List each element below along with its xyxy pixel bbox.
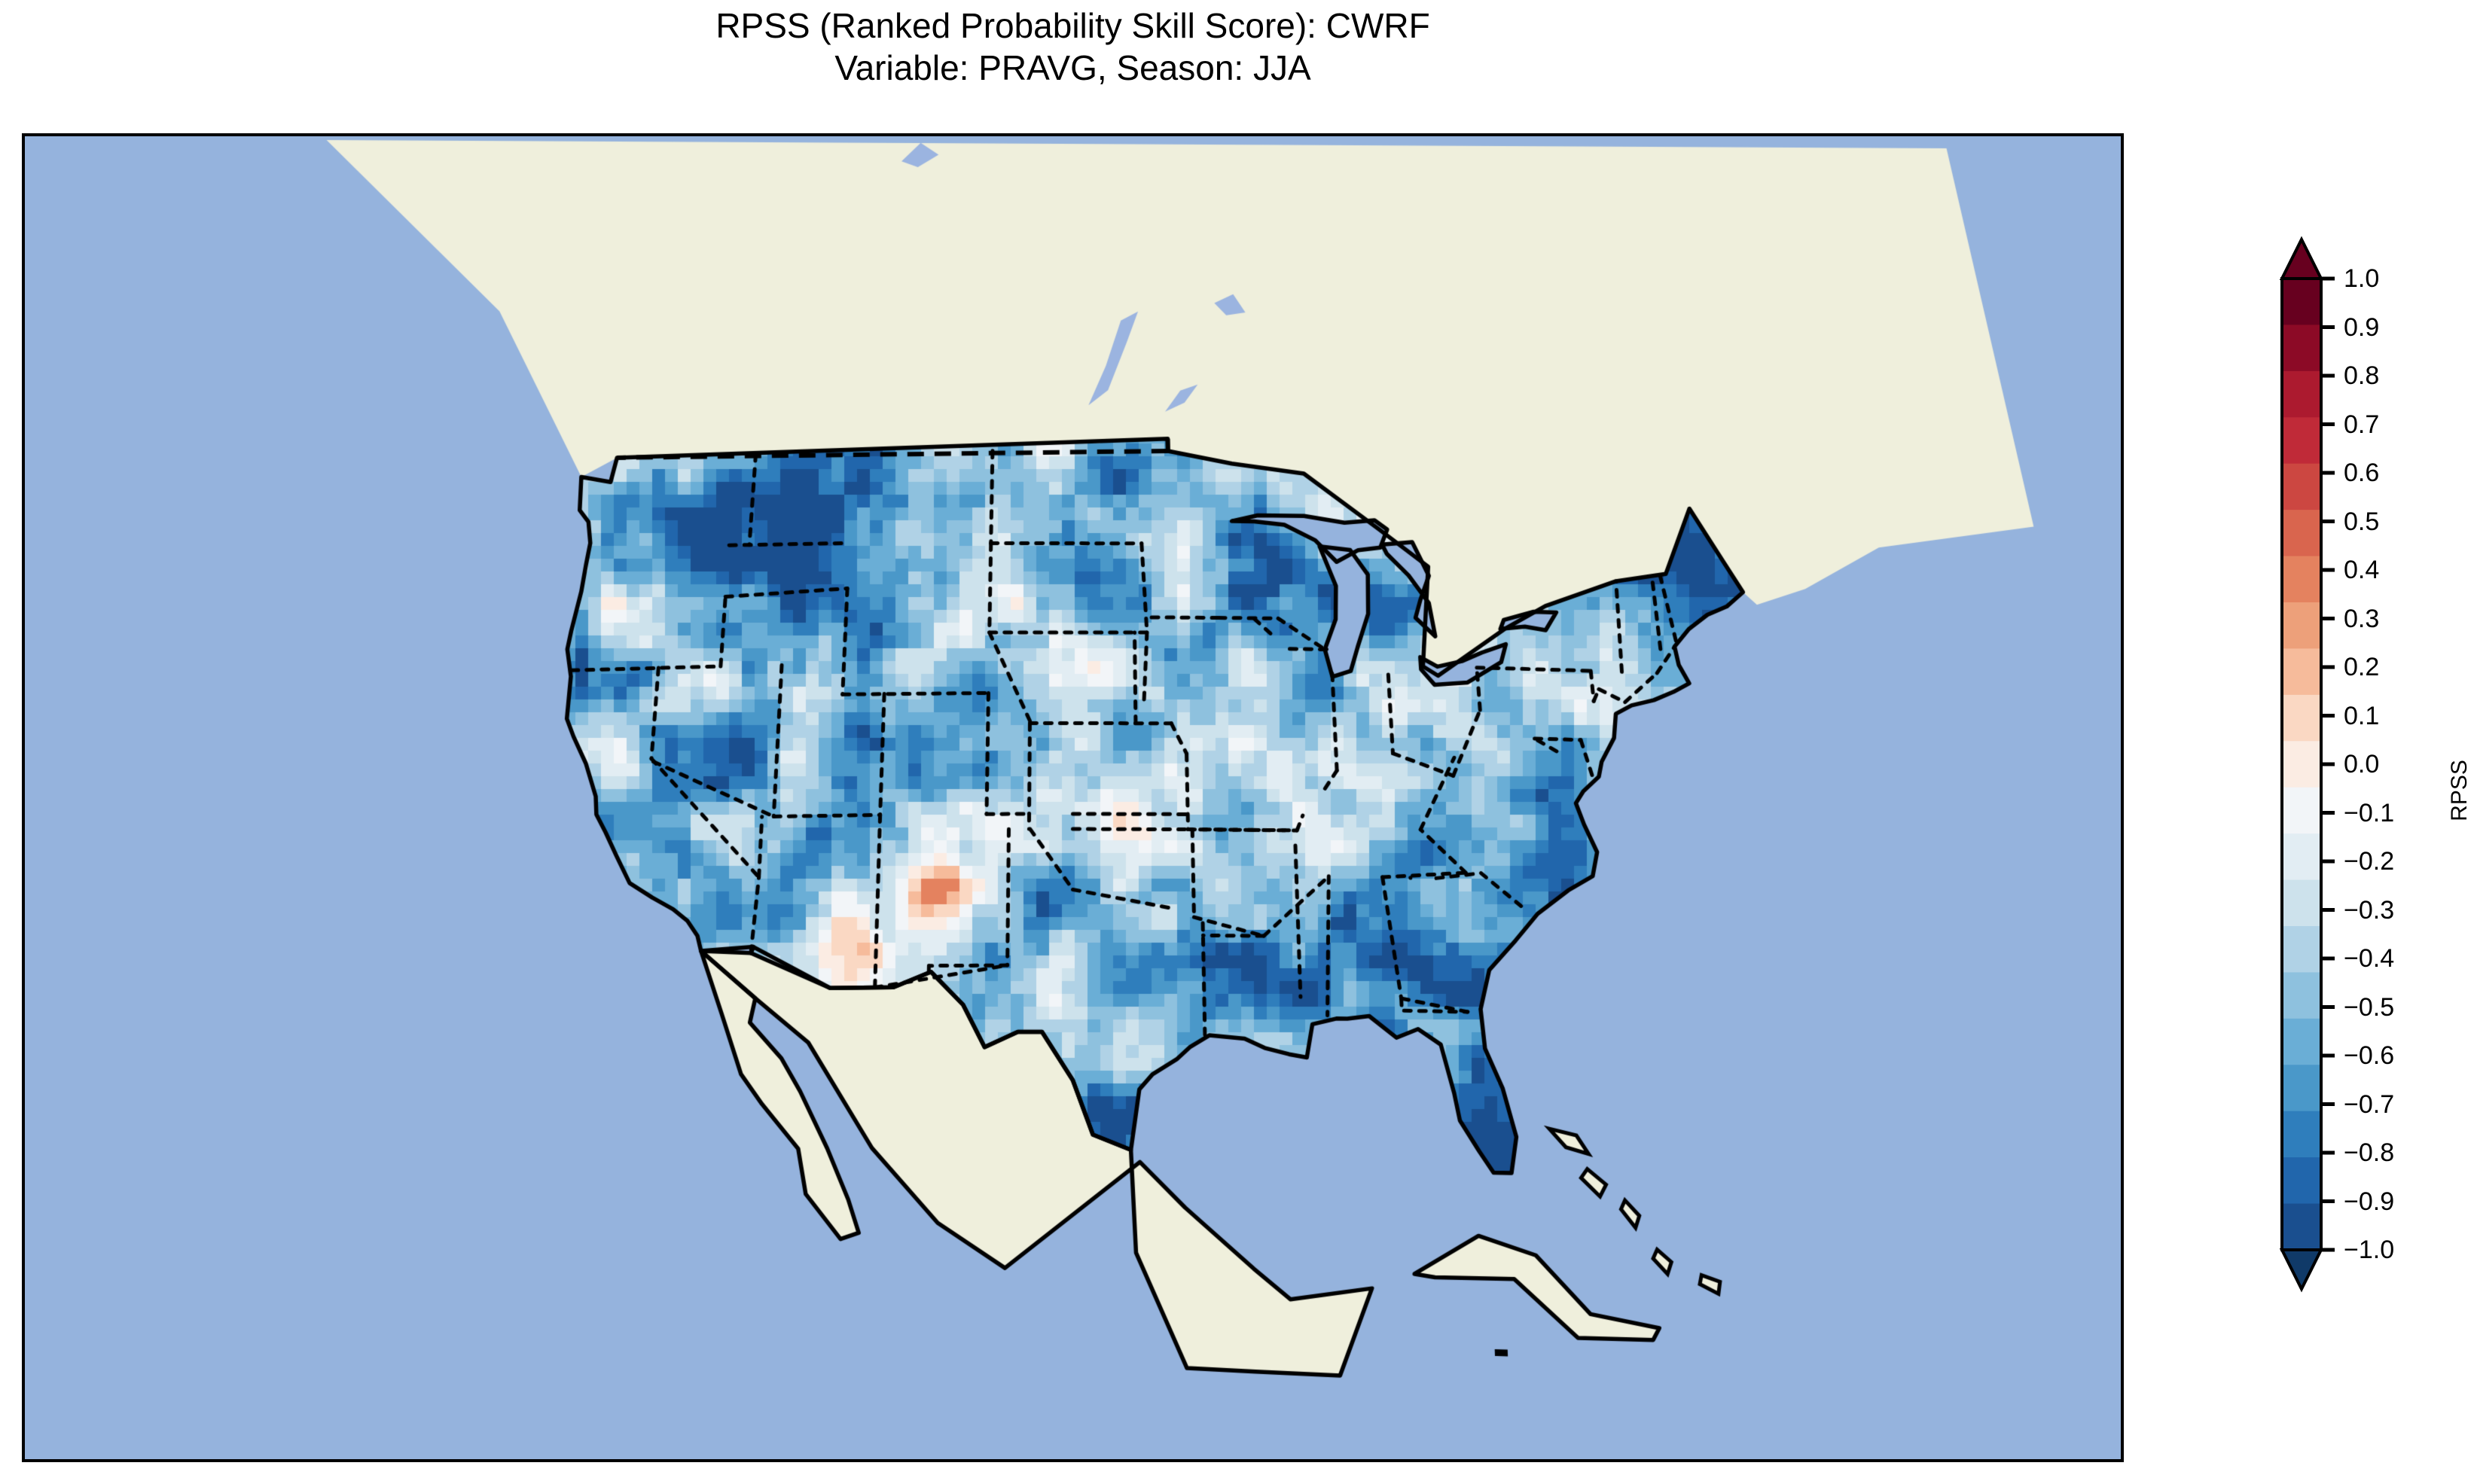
- colorbar-band: [2282, 325, 2321, 372]
- colorbar[interactable]: RPSS 1.0 0.9 0.8 0.7 0.6 0.5 0.4 0.3 0.2 0.1 0.0 −0…: [2274, 218, 2474, 1363]
- colorbar-band: [2282, 972, 2321, 1019]
- colorbar-tick-label: −0.2: [2344, 847, 2395, 876]
- rpss-heatmap-canvas: [25, 136, 2121, 1459]
- colorbar-tick-label: −0.3: [2344, 895, 2395, 925]
- colorbar-band: [2282, 879, 2321, 927]
- colorbar-tick-label: 0.5: [2344, 507, 2380, 536]
- colorbar-band: [2282, 694, 2321, 742]
- colorbar-tick-label: 0.3: [2344, 604, 2380, 633]
- colorbar-band: [2282, 602, 2321, 650]
- colorbar-band: [2282, 1157, 2321, 1205]
- colorbar-tick-label: 0.9: [2344, 312, 2380, 342]
- colorbar-tick-label: −0.8: [2344, 1138, 2395, 1167]
- colorbar-tick-label: 0.7: [2344, 410, 2380, 439]
- colorbar-tick-label: −0.9: [2344, 1187, 2395, 1216]
- colorbar-tick-label: 0.1: [2344, 701, 2380, 730]
- colorbar-band: [2282, 1018, 2321, 1065]
- colorbar-band: [2282, 1111, 2321, 1158]
- colorbar-tick-label: 0.2: [2344, 653, 2380, 681]
- colorbar-tick-label: −0.6: [2344, 1041, 2395, 1070]
- figure-title: RPSS (Ranked Probability Skill Score): C…: [0, 5, 2146, 89]
- colorbar-tick-label: −1.0: [2344, 1236, 2395, 1264]
- colorbar-band: [2282, 787, 2321, 834]
- colorbar-band: [2282, 1065, 2321, 1112]
- colorbar-tick-label: −0.4: [2344, 944, 2395, 973]
- colorbar-tick-label: −0.7: [2344, 1089, 2395, 1119]
- colorbar-band: [2282, 417, 2321, 465]
- colorbar-band: [2282, 833, 2321, 881]
- colorbar-extend-high: [2279, 236, 2324, 280]
- title-line-2: Variable: PRAVG, Season: JJA: [834, 48, 1311, 87]
- colorbar-band: [2282, 556, 2321, 603]
- colorbar-band: [2282, 1203, 2321, 1251]
- colorbar-band: [2282, 370, 2321, 418]
- colorbar-band: [2282, 648, 2321, 696]
- title-line-1: RPSS (Ranked Probability Skill Score): C…: [715, 6, 1430, 45]
- colorbar-gradient: [2279, 236, 2335, 1293]
- colorbar-tick-label: 0.4: [2344, 556, 2380, 584]
- colorbar-band: [2282, 463, 2321, 510]
- map-plot-area: [22, 133, 2124, 1462]
- colorbar-tick-label: 0.8: [2344, 361, 2380, 390]
- colorbar-tick-label: 1.0: [2344, 264, 2380, 293]
- colorbar-band: [2282, 279, 2321, 326]
- colorbar-axis-label: RPSS: [2446, 760, 2472, 821]
- colorbar-band: [2282, 926, 2321, 974]
- colorbar-tick-label: 0.6: [2344, 459, 2380, 487]
- colorbar-extend-low: [2279, 1248, 2324, 1293]
- colorbar-tick-label: −0.5: [2344, 992, 2395, 1022]
- colorbar-tick-label: −0.1: [2344, 798, 2395, 827]
- colorbar-band: [2282, 741, 2321, 788]
- colorbar-tick-label: 0.0: [2344, 750, 2380, 779]
- colorbar-band: [2282, 510, 2321, 557]
